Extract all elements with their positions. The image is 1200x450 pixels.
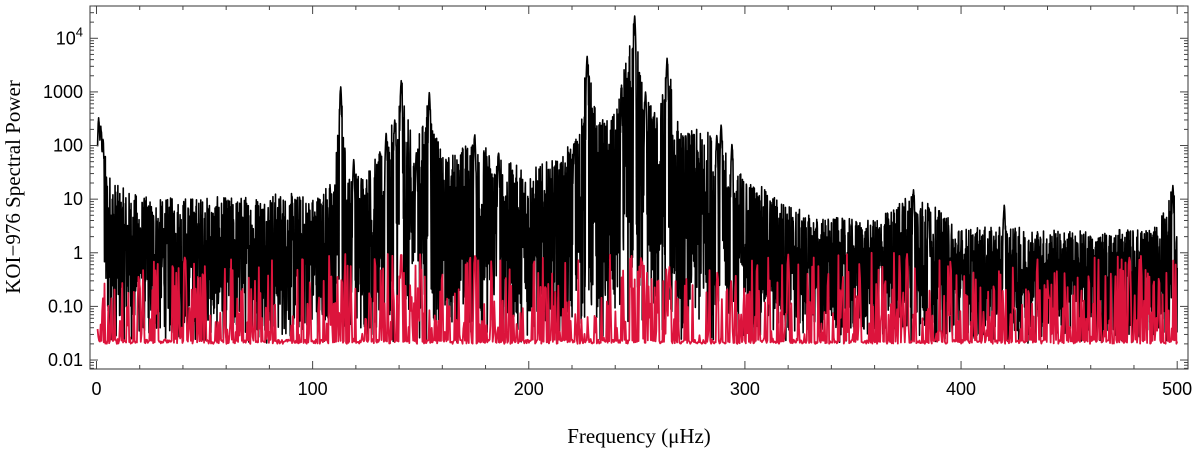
ticks-layer: 0 100 200 300 400 500 0.01 0.10 1 10 100 1000 104 — [43, 5, 1192, 399]
x-tick-label: 0 — [91, 379, 101, 399]
y-tick-label: 104 — [56, 24, 83, 48]
series-black-line — [96, 15, 1178, 345]
series-red-line — [96, 251, 1179, 345]
plot-frame — [89, 5, 1189, 370]
y-tick-label: 0.10 — [48, 296, 83, 316]
y-tick-label: 100 — [53, 136, 83, 156]
x-tick-label: 200 — [514, 379, 544, 399]
x-tick-label: 300 — [730, 379, 760, 399]
y-tick-label: 1 — [73, 243, 83, 263]
y-tick-label: 0.01 — [48, 350, 83, 370]
y-tick-label: 1000 — [43, 82, 83, 102]
x-tick-label: 500 — [1162, 379, 1192, 399]
x-tick-label: 100 — [298, 379, 328, 399]
series-layer — [96, 15, 1179, 345]
x-axis-label: Frequency (μHz) — [567, 424, 711, 448]
y-tick-label: 10 — [63, 189, 83, 209]
y-axis-label: KOI−976 Spectral Power — [1, 80, 25, 294]
x-tick-label: 400 — [946, 379, 976, 399]
